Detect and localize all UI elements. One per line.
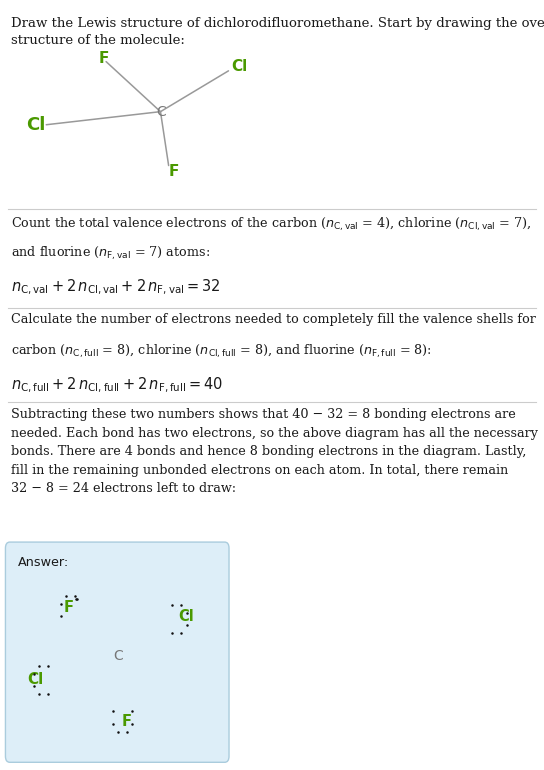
Text: C: C <box>157 105 166 119</box>
Text: Cl: Cl <box>179 609 194 624</box>
Text: carbon ($n_{\mathrm{C,full}}$ = 8), chlorine ($n_{\mathrm{Cl,full}}$ = 8), and f: carbon ($n_{\mathrm{C,full}}$ = 8), chlo… <box>11 343 432 360</box>
Text: F: F <box>64 600 73 615</box>
Text: F: F <box>169 164 180 179</box>
Text: F: F <box>98 51 109 66</box>
Text: $n_{\mathrm{C,full}} + 2\,n_{\mathrm{Cl,full}} + 2\,n_{\mathrm{F,full}} = 40$: $n_{\mathrm{C,full}} + 2\,n_{\mathrm{Cl,… <box>11 376 223 395</box>
Text: C: C <box>113 649 123 663</box>
Text: Count the total valence electrons of the carbon ($n_{\mathrm{C,val}}$ = 4), chlo: Count the total valence electrons of the… <box>11 216 531 233</box>
Text: Calculate the number of electrons needed to completely fill the valence shells f: Calculate the number of electrons needed… <box>11 313 536 326</box>
Text: Cl: Cl <box>231 59 248 75</box>
Text: Answer:: Answer: <box>17 556 69 569</box>
Text: Cl: Cl <box>27 671 44 687</box>
FancyBboxPatch shape <box>5 542 229 762</box>
Text: and fluorine ($n_{\mathrm{F,val}}$ = 7) atoms:: and fluorine ($n_{\mathrm{F,val}}$ = 7) … <box>11 245 210 262</box>
Text: F: F <box>122 714 132 729</box>
Text: Subtracting these two numbers shows that 40 − 32 = 8 bonding electrons are
neede: Subtracting these two numbers shows that… <box>11 408 538 495</box>
Text: Cl: Cl <box>26 116 45 134</box>
Text: $n_{\mathrm{C,val}} + 2\,n_{\mathrm{Cl,val}} + 2\,n_{\mathrm{F,val}} = 32$: $n_{\mathrm{C,val}} + 2\,n_{\mathrm{Cl,v… <box>11 278 221 297</box>
Text: Draw the Lewis structure of dichlorodifluoromethane. Start by drawing the overal: Draw the Lewis structure of dichlorodifl… <box>11 17 544 47</box>
